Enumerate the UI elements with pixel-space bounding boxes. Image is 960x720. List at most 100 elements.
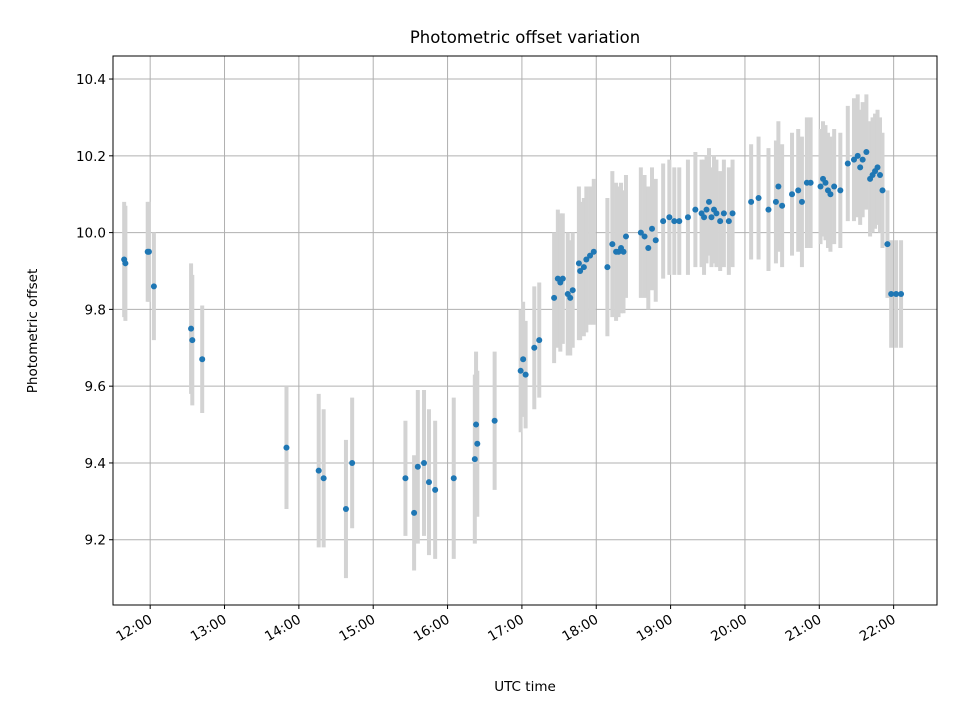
data-point bbox=[432, 486, 439, 493]
y-tick-label: 10.0 bbox=[76, 226, 106, 242]
data-point bbox=[577, 267, 584, 274]
data-point bbox=[473, 421, 480, 428]
data-point bbox=[717, 218, 724, 225]
data-point bbox=[520, 356, 527, 363]
data-point bbox=[569, 287, 576, 294]
data-point bbox=[411, 509, 418, 516]
data-point bbox=[425, 479, 432, 486]
data-point bbox=[748, 198, 755, 205]
data-point bbox=[604, 264, 611, 271]
data-point bbox=[622, 233, 629, 240]
data-point bbox=[402, 475, 409, 482]
data-point bbox=[145, 248, 152, 255]
data-point bbox=[474, 440, 481, 447]
data-point bbox=[703, 206, 710, 213]
data-point bbox=[859, 156, 866, 163]
data-point bbox=[575, 260, 582, 267]
y-axis-ticks: 9.2 9.4 9.6 9.8 10.0 10.2 10.4 bbox=[76, 72, 113, 549]
data-point bbox=[660, 218, 667, 225]
data-point bbox=[877, 172, 884, 179]
data-point bbox=[888, 291, 895, 298]
data-point bbox=[817, 183, 824, 190]
data-point bbox=[122, 260, 129, 267]
data-point bbox=[522, 371, 529, 378]
data-point bbox=[580, 264, 587, 271]
data-point bbox=[755, 195, 762, 202]
y-tick-label: 10.4 bbox=[76, 72, 106, 88]
data-point bbox=[779, 202, 786, 209]
data-point bbox=[708, 214, 715, 221]
data-point bbox=[189, 337, 196, 344]
data-point bbox=[421, 459, 428, 466]
data-point bbox=[798, 198, 805, 205]
data-point bbox=[863, 148, 870, 155]
data-point bbox=[854, 152, 861, 159]
data-point bbox=[692, 206, 699, 213]
data-point bbox=[199, 356, 206, 363]
data-point bbox=[471, 456, 478, 463]
data-point bbox=[684, 214, 691, 221]
data-point bbox=[652, 237, 659, 244]
data-point bbox=[671, 218, 678, 225]
data-point bbox=[559, 275, 566, 282]
data-point bbox=[879, 187, 886, 194]
y-tick-label: 9.6 bbox=[85, 379, 106, 395]
data-point bbox=[844, 160, 851, 167]
data-point bbox=[583, 256, 590, 263]
data-point bbox=[517, 367, 524, 374]
point-layer bbox=[121, 148, 905, 516]
data-point bbox=[729, 210, 736, 217]
data-point bbox=[725, 218, 732, 225]
data-point bbox=[342, 506, 349, 513]
data-point bbox=[874, 164, 881, 171]
y-tick-label: 9.4 bbox=[85, 456, 106, 472]
data-point bbox=[706, 198, 713, 205]
data-point bbox=[414, 463, 421, 470]
y-tick-label: 10.2 bbox=[76, 149, 106, 165]
data-point bbox=[531, 344, 538, 351]
data-point bbox=[772, 198, 779, 205]
chart-title: Photometric offset variation bbox=[410, 28, 640, 47]
data-point bbox=[666, 214, 673, 221]
data-point bbox=[450, 475, 457, 482]
data-point bbox=[720, 210, 727, 217]
data-point bbox=[283, 444, 290, 451]
data-point bbox=[893, 291, 900, 298]
data-point bbox=[587, 252, 594, 259]
data-point bbox=[188, 325, 195, 332]
data-point bbox=[676, 218, 683, 225]
data-point bbox=[645, 244, 652, 251]
data-point bbox=[850, 156, 857, 163]
data-point bbox=[765, 206, 772, 213]
data-point bbox=[775, 183, 782, 190]
data-point bbox=[807, 179, 814, 186]
data-point bbox=[590, 248, 597, 255]
data-point bbox=[641, 233, 648, 240]
data-point bbox=[609, 241, 616, 248]
data-point bbox=[713, 210, 720, 217]
data-point bbox=[822, 179, 829, 186]
data-point bbox=[884, 241, 891, 248]
data-point bbox=[536, 337, 543, 344]
data-point bbox=[150, 283, 157, 290]
y-axis-label: Photometric offset bbox=[25, 269, 41, 393]
data-point bbox=[831, 183, 838, 190]
data-point bbox=[551, 294, 558, 301]
data-point bbox=[567, 294, 574, 301]
data-point bbox=[320, 475, 327, 482]
data-point bbox=[315, 467, 322, 474]
y-tick-label: 9.8 bbox=[85, 302, 106, 318]
data-point bbox=[491, 417, 498, 424]
data-point bbox=[789, 191, 796, 198]
data-point bbox=[637, 229, 644, 236]
data-point bbox=[701, 214, 708, 221]
y-tick-label: 9.2 bbox=[85, 533, 106, 549]
data-point bbox=[827, 191, 834, 198]
plot-frame bbox=[112, 55, 938, 606]
data-point bbox=[837, 187, 844, 194]
data-point bbox=[620, 248, 627, 255]
data-point bbox=[649, 225, 656, 232]
data-point bbox=[795, 187, 802, 194]
